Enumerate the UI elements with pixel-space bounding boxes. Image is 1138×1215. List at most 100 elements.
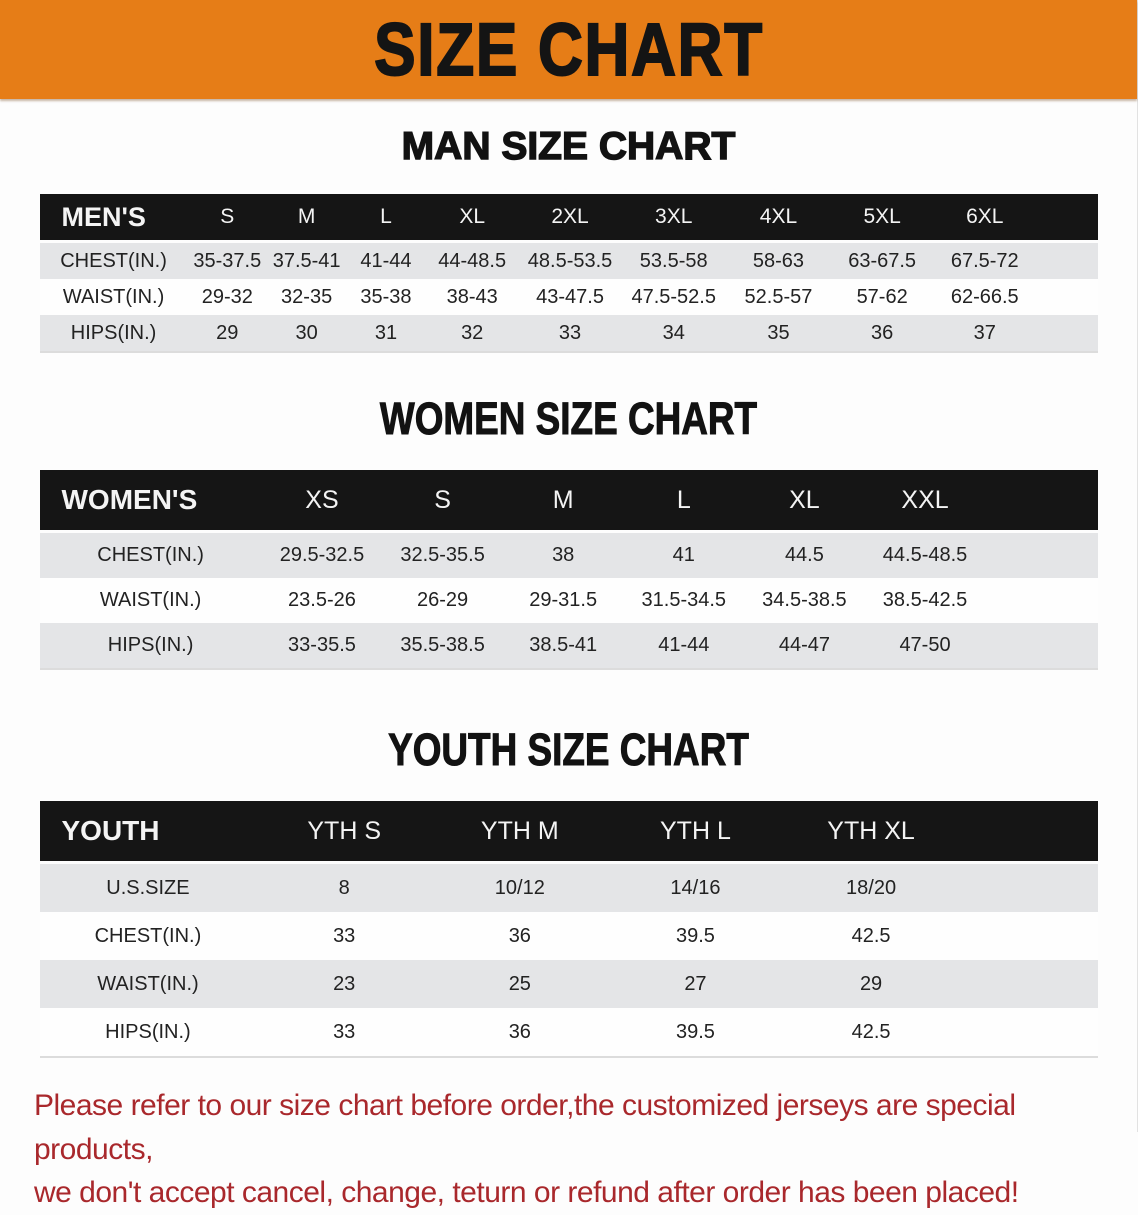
spacer-cell	[958, 801, 1098, 864]
size-value-cell: 42.5	[851, 1020, 891, 1043]
table-title-cell: WOMEN'S	[39, 470, 262, 533]
measurement-row: HIPS(IN.) 33 36 39.5 42.5	[39, 1008, 1098, 1057]
size-value-cell: 38-43	[446, 285, 498, 308]
size-value-cell: 42.5	[851, 924, 891, 947]
size-value-cell: 8	[338, 876, 350, 899]
size-value-cell: 41-44	[360, 249, 412, 272]
row-label: HIPS(IN.)	[105, 1020, 191, 1043]
size-value-cell: 23	[333, 972, 356, 995]
size-value-cell: 32.5-35.5	[400, 544, 485, 566]
size-value-cell: 29	[859, 972, 883, 995]
size-value-cell: 35-38	[360, 285, 412, 308]
size-column-header: YTH L	[607, 801, 784, 864]
size-value-cell: 41	[672, 544, 695, 566]
size-value-cell: 63-67.5	[848, 249, 917, 272]
size-column-header: 2XL	[518, 194, 622, 243]
size-column-header: XL	[744, 470, 865, 533]
size-value-cell: 39.5	[675, 924, 715, 947]
size-value-cell: 58-63	[752, 249, 805, 272]
size-value-cell: 33	[333, 1020, 356, 1043]
size-value-cell: 36	[508, 1020, 531, 1043]
size-value-cell: 33	[558, 321, 582, 344]
size-value-cell: 31.5-34.5	[641, 589, 727, 611]
spacer-cell	[985, 470, 1098, 533]
size-chart-banner: SIZE CHART	[0, 0, 1137, 99]
row-label: HIPS(IN.)	[70, 321, 157, 344]
size-value-cell: 26-29	[417, 589, 469, 611]
size-value-cell: 47.5-52.5	[631, 285, 716, 308]
size-value-cell: 27	[684, 972, 707, 995]
size-column-header: XL	[425, 194, 519, 243]
size-value-cell: 34	[662, 321, 685, 344]
size-value-cell: 38	[552, 544, 575, 566]
size-column-header: XXL	[864, 470, 986, 533]
disclaimer-line-2: we don't accept cancel, change, teturn o…	[34, 1176, 1019, 1209]
womens-table-body: CHEST(IN.) 29.5-32.5 32.5-35.5 38 41 44.5 44.5…	[39, 531, 1098, 669]
size-value-cell: 32	[461, 321, 484, 344]
mens-size-table: MEN'S S M L XL 2XL 3XL 4XL 5XL 6XL CHEST(IN.) 35-3…	[39, 194, 1098, 353]
spacer-cell	[1036, 315, 1097, 352]
size-value-cell: 25	[508, 972, 531, 995]
spacer-cell	[985, 578, 1097, 623]
spacer-cell	[959, 1008, 1098, 1057]
size-column-header: 6XL	[933, 194, 1037, 243]
man-section-heading: MAN SIZE CHART	[401, 124, 736, 168]
spacer-cell	[959, 960, 1098, 1008]
size-value-cell: 29	[216, 321, 239, 344]
spacer-cell	[985, 532, 1097, 579]
size-value-cell: 14/16	[670, 876, 721, 899]
size-value-cell: 38.5-42.5	[882, 589, 968, 611]
size-value-cell: 29.5-32.5	[279, 544, 365, 566]
size-column-header: M	[266, 194, 347, 243]
spacer-cell	[1036, 242, 1097, 280]
womens-size-table: WOMEN'S XS S M L XL XXL CHEST(IN.) 29.5-32.5 32.…	[39, 470, 1098, 670]
measurement-row: WAIST(IN.) 29-32 32-35 35-38 38-43 43-47.5 47.…	[39, 279, 1098, 315]
size-value-cell: 44.5-48.5	[882, 544, 968, 566]
header-row: YOUTH YTH S YTH M YTH L YTH XL	[39, 801, 1098, 864]
size-column-header: L	[623, 470, 745, 533]
youth-table-body: U.S.SIZE 8 10/12 14/16 18/20 CHEST(IN.) 33 36 39…	[39, 862, 1098, 1057]
row-label: WAIST(IN.)	[62, 285, 165, 308]
size-column-header: YTH XL	[783, 801, 959, 864]
row-label: CHEST(IN.)	[94, 924, 202, 947]
size-value-cell: 41-44	[658, 634, 710, 656]
size-value-cell: 35-37.5	[193, 249, 262, 272]
banner-title: SIZE CHART	[373, 7, 764, 91]
size-value-cell: 10/12	[494, 876, 545, 899]
size-column-header: 4XL	[726, 194, 831, 243]
youth-size-table: YOUTH YTH S YTH M YTH L YTH XL U.S.SIZE 8 10/1…	[39, 801, 1098, 1058]
size-column-header: S	[187, 194, 267, 243]
size-column-header: YTH M	[432, 801, 608, 864]
row-label: CHEST(IN.)	[60, 249, 167, 272]
measurement-row: U.S.SIZE 8 10/12 14/16 18/20	[39, 862, 1098, 912]
size-value-cell: 36	[871, 321, 894, 344]
size-value-cell: 44-48.5	[438, 249, 507, 272]
measurement-row: CHEST(IN.) 33 36 39.5 42.5	[39, 912, 1098, 960]
size-column-header: 3XL	[621, 194, 727, 243]
header-row: MEN'S S M L XL 2XL 3XL 4XL 5XL 6XL	[39, 194, 1098, 243]
size-value-cell: 30	[295, 321, 318, 344]
spacer-cell	[959, 912, 1098, 960]
size-value-cell: 35.5-38.5	[400, 634, 485, 656]
size-value-cell: 39.5	[675, 1020, 715, 1043]
size-value-cell: 38.5-41	[529, 634, 598, 656]
size-value-cell: 29-31.5	[529, 589, 598, 611]
youth-table-header: YOUTH YTH S YTH M YTH L YTH XL	[39, 801, 1098, 864]
row-label: WAIST(IN.)	[97, 972, 199, 995]
size-value-cell: 43-47.5	[536, 285, 604, 308]
measurement-row: CHEST(IN.) 29.5-32.5 32.5-35.5 38 41 44.5 44.5…	[39, 531, 1098, 579]
header-row: WOMEN'S XS S M L XL XXL	[39, 470, 1098, 533]
row-label: WAIST(IN.)	[99, 589, 202, 611]
size-value-cell: 35	[767, 321, 790, 344]
size-value-cell: 48.5-53.5	[527, 249, 613, 272]
size-column-header: S	[382, 470, 503, 533]
spacer-cell	[1036, 194, 1098, 243]
measurement-row: HIPS(IN.) 33-35.5 35.5-38.5 38.5-41 41-44 44-…	[39, 623, 1098, 669]
measurement-row: CHEST(IN.) 35-37.5 37.5-41 41-44 44-48.5 48.5…	[39, 241, 1098, 280]
row-label: CHEST(IN.)	[97, 544, 204, 566]
measurement-row: WAIST(IN.) 23 25 27 29	[39, 960, 1098, 1008]
size-value-cell: 33-35.5	[288, 634, 356, 656]
measurement-row: WAIST(IN.) 23.5-26 26-29 29-31.5 31.5-34.5 34…	[39, 578, 1098, 623]
size-value-cell: 34.5-38.5	[762, 589, 847, 611]
youth-section-heading: YOUTH SIZE CHART	[388, 724, 750, 776]
